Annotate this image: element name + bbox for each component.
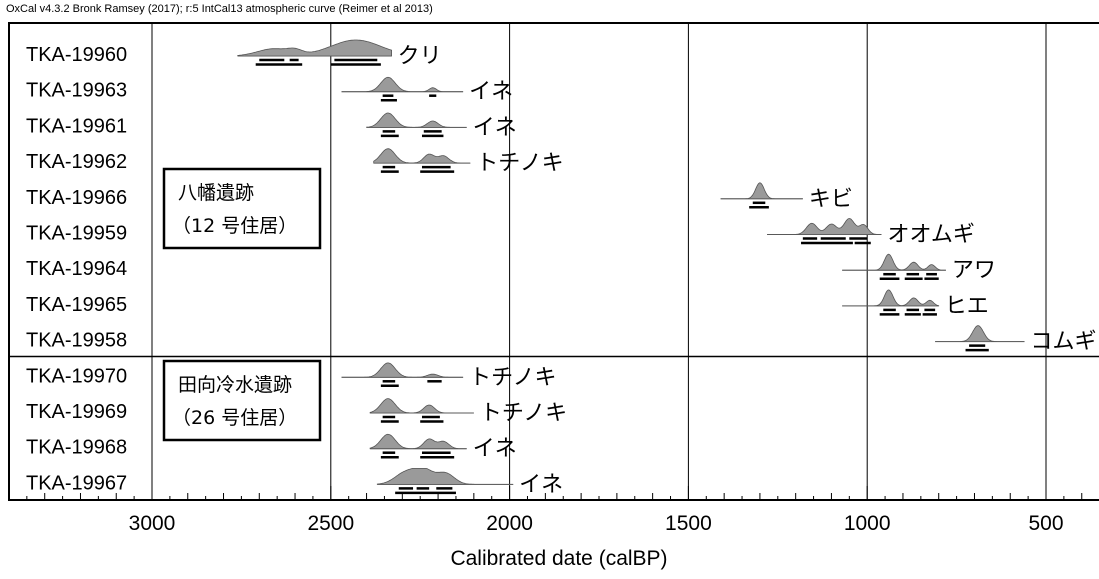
sample-id: TKA-19959 — [26, 223, 127, 245]
species-label: トチノキ — [476, 151, 563, 176]
site-house-1: （26 号住居） — [172, 407, 297, 429]
probability-distribution — [767, 218, 882, 235]
sample-id: TKA-19968 — [26, 437, 127, 459]
probability-distribution — [369, 433, 467, 450]
sample-id: TKA-19961 — [26, 115, 127, 137]
x-tick-label: 1500 — [665, 512, 712, 535]
site-groups: 八幡遺跡 （12 号住居） 田向冷水遺跡 （26 号住居） — [9, 167, 1099, 442]
species-label: イネ — [519, 472, 563, 497]
probability-distribution — [237, 39, 392, 57]
sample-row: TKA-19967 イネ — [26, 468, 563, 497]
sample-id: TKA-19960 — [26, 44, 127, 66]
probability-distribution — [373, 148, 471, 164]
sample-id: TKA-19965 — [26, 294, 127, 316]
sample-id: TKA-19963 — [26, 80, 127, 102]
sample-id: TKA-19966 — [26, 187, 127, 209]
plot-frame — [8, 22, 1099, 501]
x-tick-label: 2500 — [307, 512, 354, 535]
probability-distribution — [720, 182, 803, 200]
sample-row: TKA-19968 イネ — [26, 433, 517, 462]
x-axis-label: Calibrated date (calBP) — [450, 547, 667, 570]
probability-distribution — [376, 468, 514, 485]
site-name-0: 八幡遺跡 — [178, 182, 254, 204]
probability-distribution — [935, 325, 1025, 342]
x-tick-label: 2000 — [486, 512, 533, 535]
sample-id: TKA-19967 — [26, 472, 127, 494]
sample-id: TKA-19962 — [26, 151, 127, 173]
species-label: イネ — [473, 115, 517, 140]
probability-distribution — [341, 76, 464, 93]
sample-row: TKA-19966 キビ — [26, 182, 853, 212]
probability-distribution — [842, 253, 946, 271]
sample-row: TKA-19963 イネ — [26, 76, 513, 105]
species-label: コムギ — [1031, 330, 1097, 355]
x-tick-label: 1000 — [844, 512, 891, 535]
x-tick-label: 3000 — [129, 512, 176, 535]
sample-row: TKA-19964 アワ — [26, 253, 996, 283]
species-label: アワ — [952, 258, 996, 283]
site-box-1 — [162, 359, 322, 442]
sample-row: TKA-19962 トチノキ — [26, 148, 564, 176]
species-label: トチノキ — [469, 365, 556, 390]
sample-id: TKA-19964 — [26, 258, 127, 280]
sample-id: TKA-19969 — [26, 401, 127, 423]
site-house-0: （12 号住居） — [172, 215, 297, 237]
species-label: トチノキ — [480, 401, 567, 426]
sample-row: TKA-19958 コムギ — [26, 325, 1097, 355]
species-label: ヒエ — [945, 294, 989, 319]
probability-distribution — [842, 289, 940, 307]
site-box-0 — [162, 167, 322, 250]
sample-row: TKA-19961 イネ — [26, 112, 517, 140]
sample-row: TKA-19965 ヒエ — [26, 289, 989, 319]
sample-id: TKA-19970 — [26, 365, 127, 387]
sample-row: TKA-19969 トチノキ — [26, 398, 567, 426]
gridlines — [151, 23, 1047, 500]
x-tick-label: 500 — [1028, 512, 1063, 535]
x-axis: 3000 2500 2000 1500 1000 500 — [26, 486, 1083, 535]
probability-distribution — [341, 362, 464, 378]
species-label: キビ — [809, 187, 853, 212]
probability-distribution — [369, 398, 474, 414]
sample-row: TKA-19960 クリ — [26, 39, 442, 69]
chart-header: OxCal v4.3.2 Bronk Ramsey (2017); r:5 In… — [6, 3, 433, 15]
species-label: オオムギ — [888, 223, 975, 248]
species-label: クリ — [398, 44, 442, 69]
site-name-1: 田向冷水遺跡 — [178, 374, 292, 396]
species-label: イネ — [469, 80, 513, 105]
sample-id: TKA-19958 — [26, 330, 127, 352]
sample-row: TKA-19959 オオムギ — [26, 218, 975, 248]
sample-row: TKA-19970 トチノキ — [26, 362, 556, 390]
species-label: イネ — [473, 437, 517, 462]
probability-distribution — [366, 112, 467, 128]
